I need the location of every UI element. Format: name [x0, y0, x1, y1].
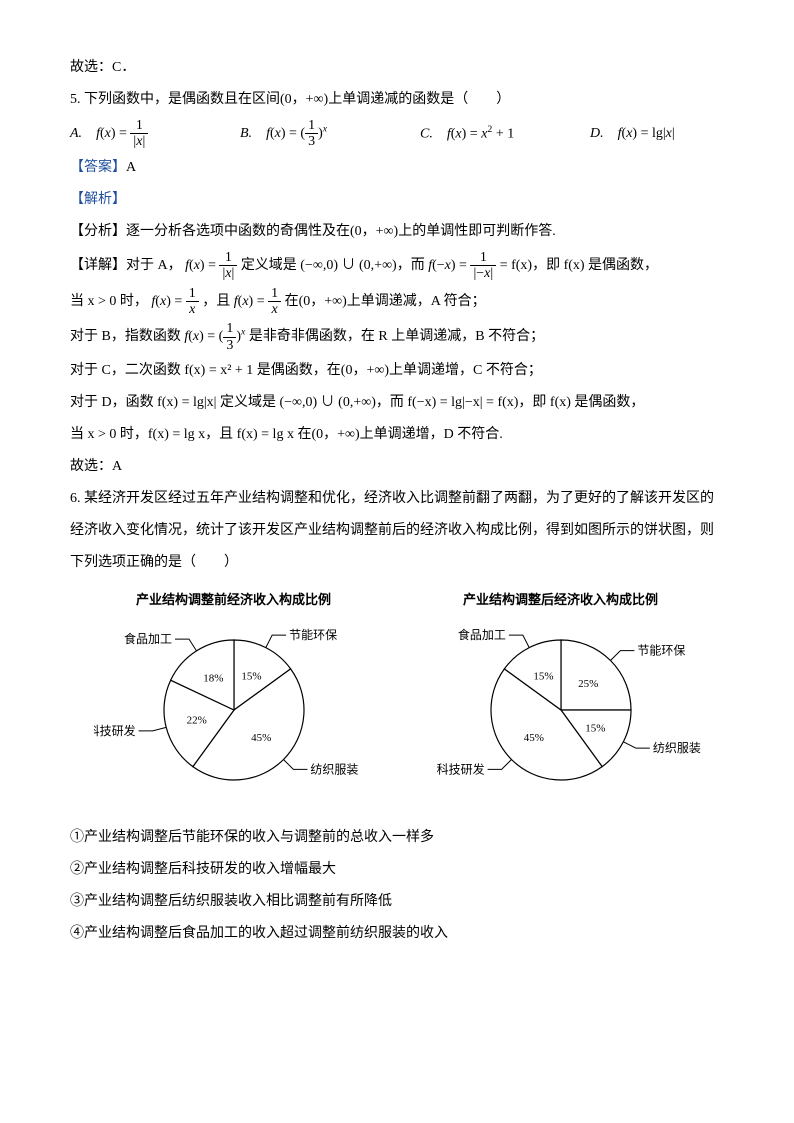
q5-answer: 【答案】A [70, 154, 724, 182]
slice-label: 纺织服装 [310, 763, 358, 777]
q5-detail-D2: 当 x > 0 时，f(x) = lg x，且 f(x) = lg x 在(0，… [70, 421, 724, 449]
chart2-title: 产业结构调整后经济收入构成比例 [421, 587, 701, 613]
pie-chart-after: 25% 节能环保 15% 纺织服装 45% 科技研发 15% 食品加工 [421, 615, 701, 805]
leader-line [138, 728, 166, 731]
q5-detail-A2: 当 x > 0 时， f(x) = 1x ，且 f(x) = 1x 在(0，+∞… [70, 286, 724, 318]
q5-detail-B: 对于 B，指数函数 f(x) = (13)x 是非奇非偶函数，在 R 上单调递减… [70, 321, 724, 353]
q5-optA: A. f(x) = 1|x| [70, 118, 240, 150]
slice-label: 科技研发 [436, 762, 484, 777]
slice-percent: 45% [251, 732, 271, 744]
q6-stem-1: 6. 某经济开发区经过五年产业结构调整和优化，经济收入比调整前翻了两翻，为了更好… [70, 485, 724, 513]
leader-line [487, 760, 511, 770]
q5-jiexi: 【解析】 [70, 186, 724, 214]
q5-detail-A1: 【详解】对于 A， f(x) = 1|x| 定义域是 (−∞,0) ∪ (0,+… [70, 250, 724, 282]
q6-stem-3: 下列选项正确的是（ ） [70, 549, 724, 577]
chart-before: 产业结构调整前经济收入构成比例 15% 节能环保 45% 纺织服装 22% 科技研发 18%… [94, 587, 374, 816]
q5-detail-D: 对于 D，函数 f(x) = lg|x| 定义域是 (−∞,0) ∪ (0,+∞… [70, 389, 724, 417]
q5-stem: 5. 下列函数中，是偶函数且在区间(0，+∞)上单调递减的函数是（ ） [70, 86, 724, 114]
q5-optC: C. f(x) = x2 + 1 [420, 120, 590, 149]
leader-line [610, 651, 634, 661]
q5-options: A. f(x) = 1|x| B. f(x) = (13)x C. f(x) =… [70, 118, 724, 150]
slice-label: 节能环保 [637, 644, 685, 658]
slice-percent: 15% [533, 671, 553, 683]
q6-s3: ③产业结构调整后纺织服装收入相比调整前有所降低 [70, 888, 724, 916]
slice-label: 科技研发 [94, 723, 136, 738]
q6-charts: 产业结构调整前经济收入构成比例 15% 节能环保 45% 纺织服装 22% 科技研发 18%… [70, 587, 724, 816]
q6-s1: ①产业结构调整后节能环保的收入与调整前的总收入一样多 [70, 824, 724, 852]
chart1-title: 产业结构调整前经济收入构成比例 [94, 587, 374, 613]
q5-fenxi: 【分析】逐一分析各选项中函数的奇偶性及在(0，+∞)上的单调性即可判断作答. [70, 218, 724, 246]
q5-detail-C: 对于 C，二次函数 f(x) = x² + 1 是偶函数，在(0，+∞)上单调递… [70, 357, 724, 385]
leader-line [174, 639, 196, 651]
slice-percent: 18% [203, 673, 223, 685]
chart-after: 产业结构调整后经济收入构成比例 25% 节能环保 15% 纺织服装 45% 科技研发 15%… [421, 587, 701, 816]
leader-line [283, 760, 307, 770]
pie-chart-before: 15% 节能环保 45% 纺织服装 22% 科技研发 18% 食品加工 [94, 615, 374, 805]
slice-label: 节能环保 [289, 628, 337, 642]
slice-label: 纺织服装 [652, 741, 700, 755]
q6-s4: ④产业结构调整后食品加工的收入超过调整前纺织服装的收入 [70, 920, 724, 948]
slice-percent: 45% [523, 732, 543, 744]
leader-line [623, 742, 649, 748]
leader-line [508, 635, 528, 647]
slice-percent: 25% [578, 678, 598, 690]
leader-line [265, 635, 285, 647]
q5-optB: B. f(x) = (13)x [240, 118, 420, 150]
slice-percent: 22% [186, 715, 206, 727]
q5-optD: D. f(x) = lg|x| [590, 120, 740, 148]
prev-answer: 故选：C． [70, 54, 724, 82]
slice-percent: 15% [241, 671, 261, 683]
q6-stem-2: 经济收入变化情况，统计了该开发区产业结构调整前后的经济收入构成比例，得到如图所示… [70, 517, 724, 545]
slice-label: 食品加工 [123, 631, 171, 646]
slice-percent: 15% [585, 723, 605, 735]
q6-s2: ②产业结构调整后科技研发的收入增幅最大 [70, 856, 724, 884]
slice-label: 食品加工 [457, 627, 505, 642]
q5-final: 故选：A [70, 453, 724, 481]
